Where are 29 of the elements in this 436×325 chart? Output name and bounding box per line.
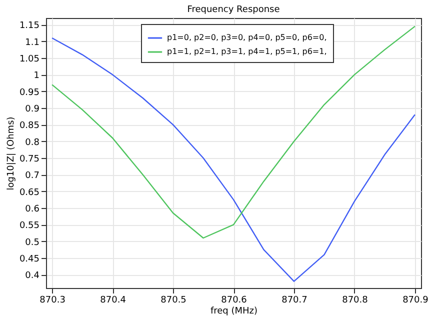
y-tick-label: 1.15 bbox=[19, 21, 40, 32]
y-tick-label: 0.95 bbox=[19, 88, 40, 98]
y-tick-label: 0.8 bbox=[25, 138, 40, 148]
y-tick-label: 0.4 bbox=[25, 271, 40, 282]
line-series bbox=[51, 26, 416, 239]
y-tick-label: 0.65 bbox=[19, 188, 40, 198]
y-tick-label: 0.75 bbox=[19, 154, 40, 164]
x-tick-label: 870.4 bbox=[100, 296, 126, 306]
y-tick-label: 0.5 bbox=[25, 238, 40, 248]
y-tick-label: 0.55 bbox=[19, 221, 40, 232]
y-axis-title: log10|Z| (Ohms) bbox=[6, 116, 16, 190]
y-tick-label: 0.85 bbox=[19, 121, 40, 132]
x-tick-label: 870.6 bbox=[221, 296, 248, 306]
y-tick-label: 1.1 bbox=[25, 38, 40, 48]
x-axis-title: freq (MHz) bbox=[210, 306, 258, 316]
legend-label: p1=1, p2=1, p3=1, p4=1, p5=1, p6=1, bbox=[167, 47, 327, 56]
x-tick-label: 870.7 bbox=[282, 296, 308, 306]
y-tick-label: 1 bbox=[34, 71, 40, 82]
chart-title: Frequency Response bbox=[187, 5, 280, 15]
x-tick-label: 870.8 bbox=[342, 296, 368, 306]
legend-label: p1=0, p2=0, p3=0, p4=0, p5=0, p6=0, bbox=[167, 33, 327, 42]
y-tick-label: 0.9 bbox=[25, 104, 40, 114]
x-tick-label: 870.9 bbox=[402, 296, 429, 306]
x-tick-label: 870.3 bbox=[40, 296, 66, 306]
y-tick-label: 0.45 bbox=[19, 254, 40, 264]
x-tick-label: 870.5 bbox=[160, 296, 186, 306]
y-tick-label: 0.7 bbox=[25, 171, 40, 182]
y-tick-label: 0.6 bbox=[25, 204, 40, 214]
y-tick-label: 1.05 bbox=[19, 54, 40, 64]
